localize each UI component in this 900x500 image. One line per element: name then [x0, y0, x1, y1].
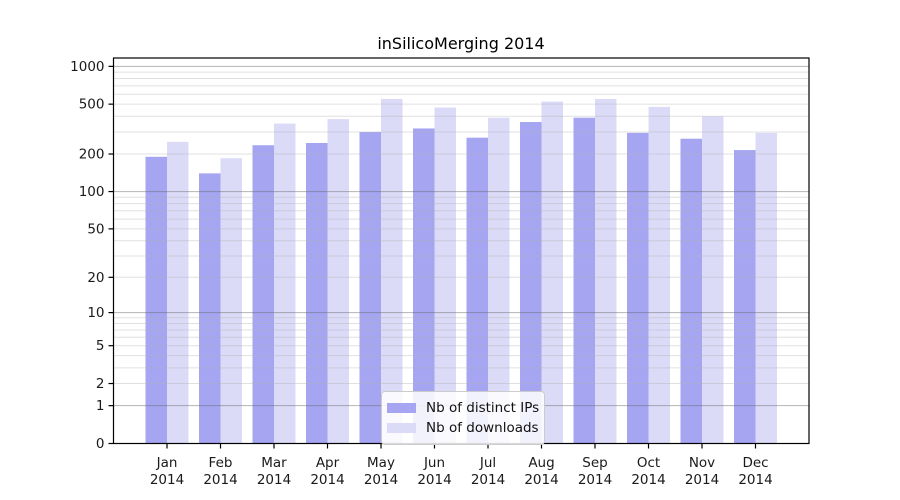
- legend-item-downloads: Nb of downloads: [387, 418, 539, 438]
- bar-distinct-ips-mar: [252, 145, 274, 444]
- bar-distinct-ips-nov: [680, 138, 702, 444]
- x-tick-year-aug: 2014: [524, 472, 558, 488]
- bar-downloads-feb: [220, 158, 242, 444]
- y-tick-label-20: 20: [87, 270, 104, 286]
- legend-label-distinct-ips: Nb of distinct IPs: [426, 400, 540, 416]
- bar-downloads-sep: [595, 98, 617, 444]
- x-tick-year-apr: 2014: [310, 472, 344, 488]
- x-tick-label-oct: Oct: [637, 455, 660, 471]
- legend-swatch-distinct-ips: [387, 403, 416, 413]
- bar-distinct-ips-jul: [466, 137, 488, 444]
- x-tick-label-may: May: [367, 455, 395, 471]
- bar-downloads-nov: [702, 116, 724, 444]
- y-tick-label-5: 5: [96, 338, 105, 354]
- bar-downloads-oct: [648, 106, 670, 444]
- bar-downloads-mar: [274, 123, 296, 444]
- x-tick-year-mar: 2014: [257, 472, 291, 488]
- y-tick-label-10: 10: [87, 305, 104, 321]
- x-tick-year-jul: 2014: [471, 472, 505, 488]
- chart-legend: Nb of distinct IPs Nb of downloads: [381, 391, 545, 445]
- y-tick-label-1: 1: [96, 398, 105, 414]
- x-tick-year-nov: 2014: [685, 472, 719, 488]
- legend-label-downloads: Nb of downloads: [426, 420, 539, 436]
- bar-distinct-ips-aug: [520, 122, 542, 444]
- bar-downloads-jul: [488, 117, 510, 444]
- bar-distinct-ips-dec: [734, 150, 756, 444]
- bar-distinct-ips-oct: [627, 132, 649, 444]
- x-tick-label-feb: Feb: [209, 455, 233, 471]
- bar-distinct-ips-jun: [413, 128, 435, 444]
- x-tick-label-dec: Dec: [742, 455, 768, 471]
- x-tick-label-nov: Nov: [689, 455, 715, 471]
- x-tick-year-jan: 2014: [150, 472, 184, 488]
- x-tick-year-feb: 2014: [203, 472, 237, 488]
- chart-title: inSilicoMerging 2014: [377, 34, 545, 53]
- y-tick-label-100: 100: [79, 184, 105, 200]
- bar-distinct-ips-sep: [573, 117, 595, 444]
- x-tick-year-may: 2014: [364, 472, 398, 488]
- y-tick-label-1000: 1000: [70, 59, 104, 75]
- x-tick-label-aug: Aug: [528, 455, 554, 471]
- bar-downloads-jan: [167, 141, 189, 444]
- bar-downloads-apr: [327, 119, 349, 444]
- x-tick-year-sep: 2014: [578, 472, 612, 488]
- x-tick-year-dec: 2014: [738, 472, 772, 488]
- x-tick-label-jun: Jun: [423, 455, 445, 471]
- x-tick-label-jan: Jan: [156, 455, 178, 471]
- bar-downloads-dec: [755, 132, 777, 444]
- bar-distinct-ips-jan: [145, 156, 167, 444]
- x-tick-year-oct: 2014: [631, 472, 665, 488]
- y-tick-label-50: 50: [87, 221, 104, 237]
- legend-item-distinct-ips: Nb of distinct IPs: [387, 398, 540, 418]
- x-tick-label-jul: Jul: [479, 455, 496, 471]
- bar-downloads-may: [381, 98, 403, 444]
- x-tick-label-sep: Sep: [582, 455, 607, 471]
- y-tick-label-500: 500: [79, 97, 105, 113]
- x-tick-label-mar: Mar: [261, 455, 287, 471]
- y-tick-label-0: 0: [96, 436, 105, 452]
- y-tick-label-2: 2: [96, 376, 105, 392]
- legend-swatch-downloads: [387, 423, 416, 433]
- x-tick-year-jun: 2014: [417, 472, 451, 488]
- bar-distinct-ips-apr: [306, 142, 328, 444]
- y-tick-label-200: 200: [79, 147, 105, 163]
- bar-distinct-ips-may: [359, 131, 381, 444]
- x-tick-label-apr: Apr: [316, 455, 340, 471]
- bar-distinct-ips-feb: [199, 173, 221, 444]
- bar-downloads-aug: [541, 101, 563, 444]
